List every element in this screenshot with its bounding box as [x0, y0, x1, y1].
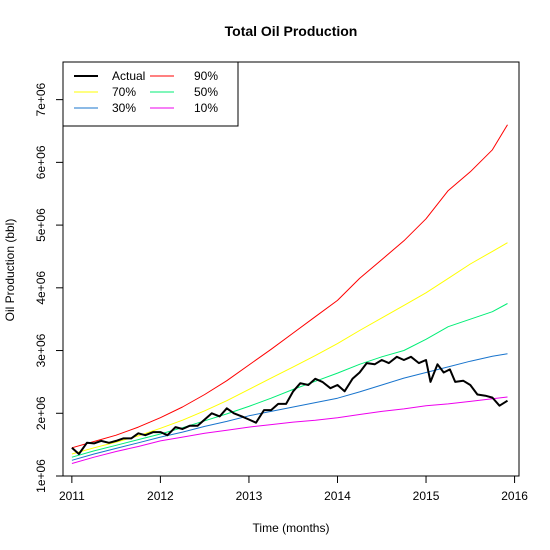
y-tick-label: 6e+06 — [34, 145, 48, 179]
y-tick-label: 7e+06 — [34, 82, 48, 116]
x-tick-label: 2015 — [413, 489, 440, 503]
legend-label-5: 10% — [194, 101, 218, 115]
y-tick-label: 3e+06 — [34, 333, 48, 367]
legend-box — [62, 61, 239, 127]
y-tick-label: 2e+06 — [34, 396, 48, 430]
x-tick-label: 2013 — [236, 489, 263, 503]
x-tick-label: 2012 — [147, 489, 174, 503]
series-line-2 — [71, 242, 508, 455]
y-tick-label: 5e+06 — [34, 208, 48, 242]
y-tick-label: 4e+06 — [34, 271, 48, 305]
series-line-3 — [71, 303, 508, 458]
legend-label-2: 70% — [112, 85, 136, 99]
series-layer — [71, 124, 509, 464]
y-axis-label: Oil Production (bbl) — [3, 219, 17, 322]
legend-label-0: Actual — [112, 69, 145, 83]
x-axis-label: Time (months) — [253, 521, 330, 535]
x-tick-label: 2011 — [59, 489, 85, 503]
x-axis: 2011 2012 2013 2014 2015 2016 — [59, 475, 528, 503]
y-tick-label: 1e+06 — [34, 459, 48, 493]
chart-title: Total Oil Production — [225, 23, 358, 39]
y-axis: 1e+06 2e+06 3e+06 4e+06 5e+06 6e+06 7e+06 — [34, 82, 64, 493]
legend-label-1: 90% — [194, 69, 218, 83]
legend: Actual 90% 70% 50% 30% 10% — [62, 61, 239, 127]
x-tick-label: 2014 — [324, 489, 351, 503]
legend-label-3: 50% — [194, 85, 218, 99]
x-tick-label: 2016 — [501, 489, 528, 503]
series-line-1 — [71, 124, 508, 449]
legend-label-4: 30% — [112, 101, 136, 115]
series-line-5 — [71, 396, 508, 464]
series-line-0 — [71, 355, 509, 455]
